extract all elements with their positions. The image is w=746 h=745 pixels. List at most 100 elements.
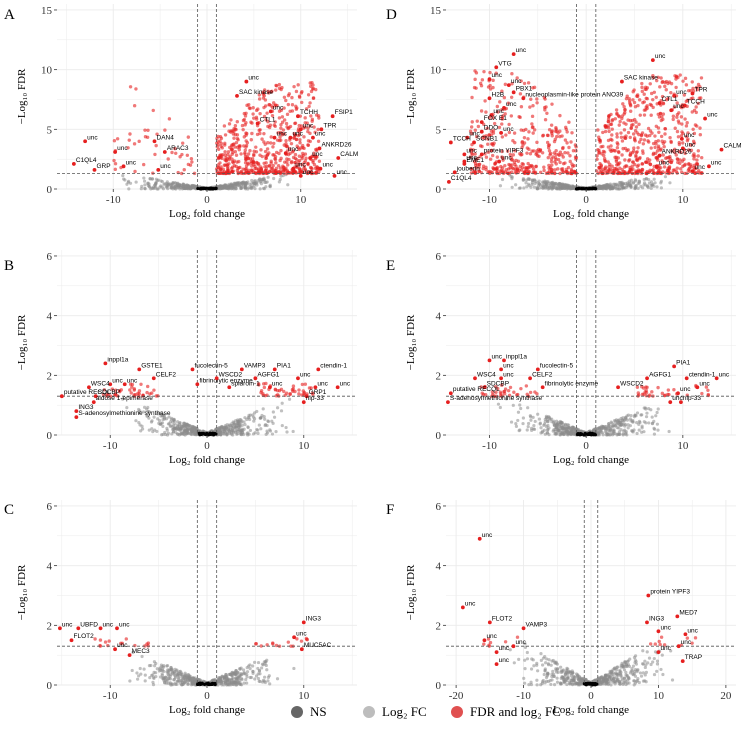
point-ns: [646, 185, 650, 190]
point-significant: [550, 129, 555, 133]
gene-label: protein YIPF3: [484, 147, 524, 154]
point-significant: [479, 109, 484, 113]
point-significant: [314, 87, 318, 92]
point-significant: [258, 131, 262, 136]
point-ns: [147, 182, 151, 186]
point-ns: [617, 180, 622, 185]
point-significant: [546, 155, 550, 160]
point-significant: [270, 89, 274, 94]
point-ns: [533, 181, 537, 186]
point-significant: [106, 643, 110, 648]
point-significant: [530, 122, 534, 126]
point-ns: [238, 417, 242, 422]
gene-label: ING3: [306, 615, 322, 622]
point-significant: [282, 95, 287, 99]
point-ns: [155, 187, 159, 191]
point-ns: [647, 178, 651, 182]
panel-letter: A: [4, 7, 15, 23]
point-ns: [181, 185, 185, 189]
labelled-point: [298, 173, 303, 178]
point-ns: [172, 419, 176, 423]
point-ns: [190, 678, 194, 683]
point-ns: [255, 181, 259, 185]
point-significant: [645, 385, 649, 390]
y-tick-label: 0: [436, 184, 442, 196]
labelled-point: [74, 409, 79, 414]
point-significant: [245, 141, 250, 145]
point-ns: [640, 424, 644, 428]
point-significant: [180, 152, 184, 157]
labelled-point: [296, 114, 300, 119]
x-tick-label: -10: [482, 440, 497, 452]
point-ns: [163, 430, 167, 435]
point-significant: [280, 115, 285, 119]
point-ns: [605, 182, 610, 187]
point-ns: [211, 187, 215, 191]
point-significant: [698, 126, 702, 130]
point-ns: [629, 413, 633, 418]
point-significant: [673, 126, 677, 130]
point-significant: [563, 138, 568, 142]
point-significant: [666, 81, 670, 86]
gene-label: AGFG1: [257, 371, 279, 378]
point-ns: [280, 401, 284, 405]
point-significant: [626, 148, 630, 152]
point-significant: [473, 69, 477, 73]
point-significant: [649, 146, 653, 150]
gene-label: unc: [492, 353, 503, 360]
point-ns: [258, 187, 262, 191]
point-ns: [656, 428, 660, 432]
point-significant: [223, 143, 227, 147]
point-significant: [220, 146, 224, 150]
point-ns: [227, 431, 232, 435]
point-significant: [227, 162, 231, 166]
point-significant: [280, 85, 284, 90]
panel-letter: B: [4, 258, 14, 274]
point-ns: [143, 183, 147, 187]
point-ns: [230, 424, 234, 428]
labelled-point: [272, 135, 277, 140]
point-ns: [234, 187, 238, 191]
point-significant: [173, 146, 177, 151]
point-significant: [488, 83, 492, 88]
point-significant: [277, 82, 282, 87]
point-ns: [559, 425, 564, 429]
point-ns: [642, 181, 647, 185]
point-significant: [636, 146, 640, 150]
point-significant: [694, 105, 698, 109]
point-ns: [222, 426, 226, 430]
point-significant: [248, 157, 253, 161]
point-significant: [148, 392, 152, 396]
gene-label: GSTE1: [141, 362, 163, 369]
point-significant: [316, 127, 320, 132]
point-significant: [154, 143, 158, 148]
point-ns: [284, 425, 288, 430]
point-ns: [551, 420, 556, 425]
gene-label: WSC4: [477, 371, 496, 378]
point-ns: [148, 676, 152, 680]
point-significant: [512, 390, 516, 394]
point-significant: [634, 171, 639, 175]
point-ns: [121, 174, 125, 178]
point-significant: [312, 151, 316, 155]
gene-label: unc: [112, 377, 123, 384]
point-significant: [128, 388, 132, 392]
point-significant: [525, 166, 530, 170]
point-significant: [237, 148, 241, 152]
point-significant: [518, 92, 523, 96]
point-significant: [304, 636, 309, 641]
point-ns: [600, 431, 604, 435]
point-significant: [621, 146, 625, 151]
gene-label: unc: [672, 395, 683, 402]
point-significant: [93, 637, 97, 641]
point-ns: [536, 669, 540, 673]
point-significant: [268, 141, 273, 145]
point-ns: [233, 680, 237, 684]
point-significant: [676, 135, 681, 139]
point-significant: [594, 169, 599, 173]
point-ns: [617, 426, 621, 430]
point-ns: [224, 682, 228, 686]
point-significant: [642, 100, 647, 104]
point-ns: [171, 181, 175, 185]
point-ns: [610, 425, 614, 429]
